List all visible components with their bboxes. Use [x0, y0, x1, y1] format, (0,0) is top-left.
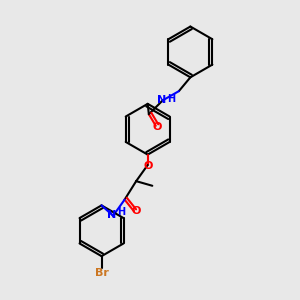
Text: N: N [107, 210, 116, 220]
Text: N: N [157, 95, 166, 105]
Text: Br: Br [94, 268, 109, 278]
Text: O: O [152, 122, 162, 132]
Text: H: H [117, 207, 125, 217]
Text: H: H [167, 94, 175, 104]
Text: O: O [131, 206, 141, 216]
Text: O: O [143, 161, 152, 171]
